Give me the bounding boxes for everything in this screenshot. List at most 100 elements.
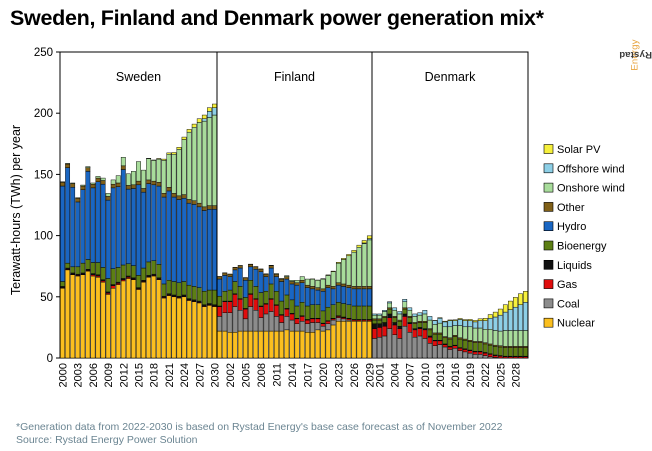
bar-segment	[217, 295, 223, 307]
bar-segment	[294, 284, 300, 307]
bar-segment	[330, 271, 336, 287]
bar-segment	[196, 287, 202, 302]
bar-segment	[186, 202, 192, 286]
bar-segment	[304, 319, 310, 324]
bar-segment	[397, 321, 403, 327]
legend-entry: Nuclear	[557, 318, 595, 330]
bar-segment	[513, 306, 518, 331]
bar-segment	[227, 332, 233, 359]
bar-segment	[457, 350, 463, 359]
bar-segment	[351, 288, 357, 307]
bar-segment	[110, 268, 116, 285]
bar-segment	[330, 286, 336, 290]
bar-segment	[310, 304, 316, 319]
bar-segment	[70, 274, 76, 359]
x-tick-label: 2030	[209, 363, 221, 387]
bar-segment	[181, 139, 187, 195]
bar-segment	[518, 347, 523, 357]
bar-segment	[442, 321, 448, 328]
panel-label: Finland	[274, 70, 315, 84]
bar-segment	[467, 350, 473, 354]
bar-segment	[330, 319, 336, 326]
bar-segment	[268, 299, 274, 312]
bar-segment	[136, 289, 141, 359]
bar-segment	[248, 294, 254, 307]
bar-segment	[90, 182, 96, 185]
bar-segment	[346, 287, 352, 305]
bar-segment	[263, 330, 269, 359]
bar-segment	[156, 158, 162, 183]
bar-segment	[487, 354, 493, 358]
bar-segment	[402, 313, 408, 317]
bar-segment	[392, 307, 398, 311]
bar-segment	[80, 262, 86, 274]
bar-segment	[325, 329, 331, 359]
bar-segment	[356, 288, 362, 307]
bar-segment	[284, 276, 290, 280]
bar-segment	[222, 291, 228, 302]
bar-segment	[279, 281, 285, 302]
bar-segment	[310, 286, 316, 290]
bar-segment	[90, 187, 96, 263]
bar-segment	[427, 343, 433, 359]
bar-segment	[412, 313, 418, 317]
bar-segment	[227, 276, 233, 291]
bar-segment	[294, 318, 300, 324]
bar-segment	[120, 169, 126, 266]
bar-segment	[268, 283, 274, 299]
bar-segment	[186, 129, 192, 133]
bar-segment	[320, 288, 326, 292]
bar-segment	[497, 308, 503, 316]
bar-segment	[407, 307, 413, 311]
bar-segment	[325, 306, 331, 321]
bar-segment	[201, 206, 207, 211]
bar-segment	[382, 317, 387, 323]
bar-segment	[452, 325, 458, 336]
bar-segment	[227, 301, 233, 313]
bar-segment	[217, 276, 223, 280]
bar-segment	[207, 305, 212, 359]
bar-segment	[320, 325, 326, 332]
bar-segment	[387, 313, 393, 318]
bar-segment	[110, 285, 116, 289]
bar-segment	[268, 265, 274, 269]
bar-segment	[442, 337, 448, 345]
bar-segment	[361, 288, 367, 307]
bar-segment	[80, 184, 86, 187]
bar-segment	[201, 291, 207, 305]
bar-segment	[131, 184, 136, 189]
bar-segment	[253, 266, 259, 270]
bar-segment	[417, 335, 423, 359]
bar-segment	[284, 278, 290, 296]
bar-segment	[258, 317, 264, 332]
bar-segment	[95, 181, 101, 263]
bar-segment	[482, 329, 488, 343]
bar-segment	[212, 209, 217, 291]
bar-segment	[502, 304, 508, 313]
x-tick-label: 2008	[256, 363, 268, 387]
bar-segment	[387, 328, 393, 359]
bar-segment	[442, 326, 448, 337]
bar-segment	[518, 304, 523, 331]
x-tick-label: 2009	[103, 363, 115, 387]
bar-segment	[284, 275, 290, 277]
bar-segment	[232, 281, 238, 294]
bar-segment	[432, 345, 438, 359]
bar-segment	[212, 114, 217, 206]
bar-segment	[325, 287, 331, 308]
bar-segment	[232, 332, 238, 359]
x-tick-label: 2017	[302, 363, 314, 387]
bar-segment	[196, 122, 202, 204]
bar-segment	[361, 305, 367, 320]
bar-segment	[237, 267, 243, 287]
bar-segment	[191, 200, 197, 205]
bar-segment	[422, 329, 428, 339]
bar-segment	[437, 340, 443, 345]
bar-segment	[105, 278, 111, 293]
bar-segment	[176, 199, 182, 283]
bar-segment	[447, 319, 453, 321]
bar-segment	[176, 282, 182, 297]
x-tick-label: 2022	[480, 363, 492, 387]
bar-segment	[310, 278, 316, 287]
bar-segment	[315, 329, 321, 359]
